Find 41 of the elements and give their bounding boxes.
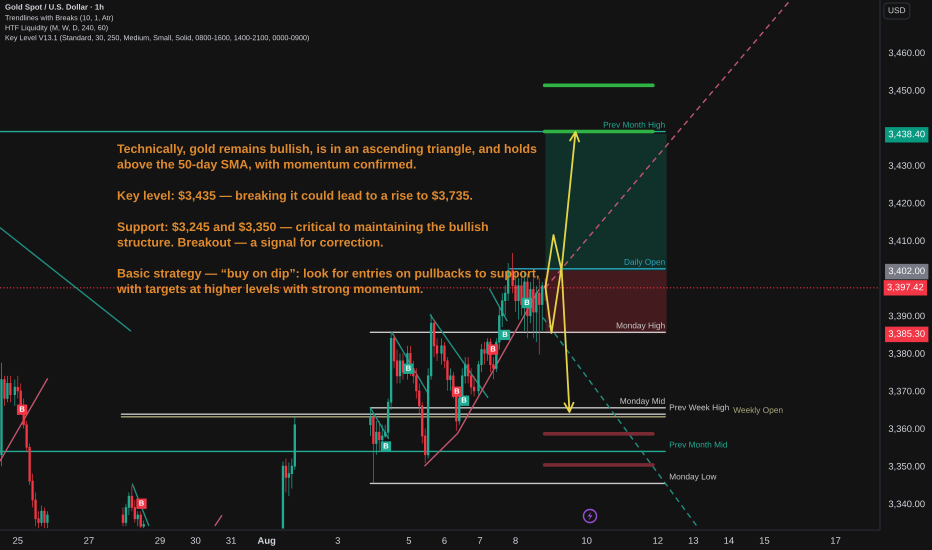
y-tick-label: 3,438.40 bbox=[888, 130, 925, 138]
series-label: Monday Low bbox=[670, 473, 716, 482]
x-tick-label: 7 bbox=[478, 537, 482, 544]
series-label: Prev Week High bbox=[670, 404, 729, 412]
y-tick-label: 3,340.00 bbox=[888, 500, 925, 508]
y-tick-label: 3,385.30 bbox=[888, 330, 925, 338]
y-tick-label: 3,410.00 bbox=[888, 237, 925, 246]
series-label: Daily Open bbox=[624, 258, 665, 267]
x-tick-label: Aug bbox=[258, 537, 276, 546]
y-tick-label: 3,390.00 bbox=[888, 312, 925, 320]
series-label: Prev Month High bbox=[604, 122, 665, 130]
x-tick-label: 27 bbox=[84, 537, 94, 544]
x-tick-label: 31 bbox=[226, 537, 236, 544]
x-tick-label: 5 bbox=[406, 537, 412, 544]
ref-line-label: 3,397.42 bbox=[887, 284, 924, 292]
y-tick-label: 3,350.00 bbox=[888, 462, 925, 471]
x-tick-label: 25 bbox=[13, 537, 23, 544]
y-tick-label: 3,370.00 bbox=[888, 388, 925, 396]
y-tick-label: 3,430.00 bbox=[888, 162, 925, 170]
text: Weekly Open bbox=[733, 406, 783, 415]
x-tick-label: 6 bbox=[442, 537, 447, 544]
y-axis-title: USD bbox=[888, 7, 906, 14]
x-tick-label: 15 bbox=[760, 537, 770, 544]
y-tick-label: 3,420.00 bbox=[888, 200, 925, 208]
y-tick-label: 3,380.00 bbox=[888, 350, 925, 358]
x-tick-label: 10 bbox=[582, 537, 592, 544]
y-tick-label: 3,460.00 bbox=[888, 49, 925, 58]
y-tick-label: 3,450.00 bbox=[888, 87, 925, 95]
x-tick-label: 13 bbox=[688, 537, 698, 544]
x-tick-label: 14 bbox=[724, 537, 734, 544]
y-tick-label: 3,360.00 bbox=[888, 425, 925, 434]
x-tick-label: 8 bbox=[513, 537, 518, 544]
series-label: Monday Mid bbox=[620, 398, 665, 406]
x-tick-label: 29 bbox=[155, 537, 165, 544]
y-tick-label: 3,402.00 bbox=[888, 267, 925, 276]
x-tick-label: 17 bbox=[831, 537, 840, 544]
series-label: Prev Month Mid bbox=[670, 441, 727, 448]
x-tick-label: 30 bbox=[190, 537, 200, 544]
x-tick-label: 3 bbox=[336, 537, 340, 544]
x-tick-label: 12 bbox=[653, 537, 663, 544]
series-label: Monday High bbox=[616, 322, 665, 330]
